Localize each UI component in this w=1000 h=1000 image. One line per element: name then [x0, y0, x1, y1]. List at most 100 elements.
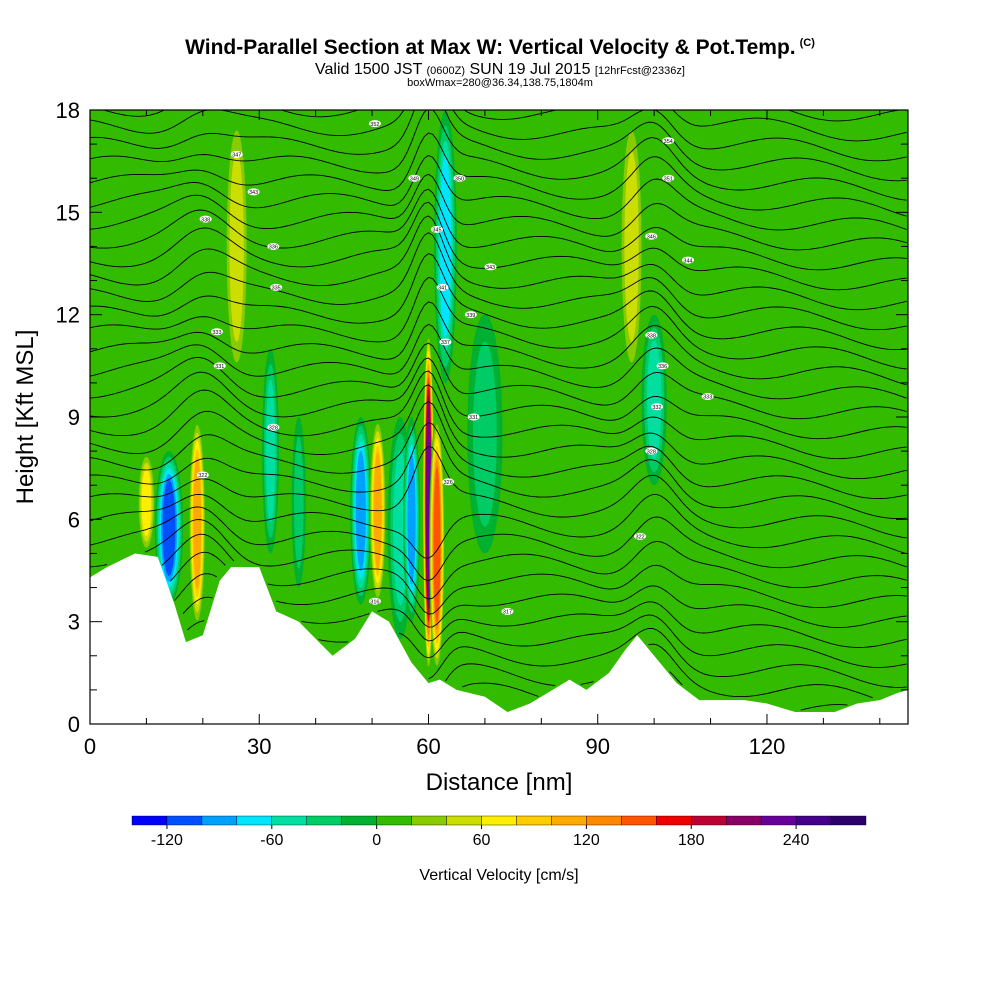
- theta-contour: [170, 551, 907, 628]
- velocity-cell: [350, 417, 372, 605]
- contour-label-text: 331: [469, 415, 478, 421]
- contour-label-text: 345: [432, 228, 441, 234]
- contour-label: 331: [467, 413, 480, 421]
- contour-label: 354: [662, 137, 675, 145]
- contour-label-text: 343: [249, 190, 258, 196]
- velocity-cell: [422, 331, 435, 673]
- colorbar-tick-label: 0: [372, 832, 381, 849]
- theta-contour: [787, 110, 903, 122]
- x-axis-title: Distance [nm]: [426, 769, 573, 796]
- theta-contour: [90, 370, 907, 460]
- contour-label: 350: [453, 174, 466, 182]
- contour-label: 347: [230, 150, 243, 159]
- theta-contour: [90, 445, 907, 539]
- theta-contour: [90, 201, 907, 291]
- theta-contour: [90, 154, 907, 231]
- theta-contour: [90, 253, 907, 351]
- theta-contour: [90, 21, 907, 101]
- x-tick-label: 120: [749, 734, 786, 759]
- velocity-band: [433, 467, 441, 623]
- contour-label: 336: [267, 242, 280, 251]
- velocity-band: [646, 340, 662, 460]
- velocity-band: [229, 150, 244, 342]
- colorbar-swatch: [830, 815, 867, 826]
- contour-label-text: 351: [664, 176, 673, 182]
- y-tick-label: 0: [68, 712, 80, 737]
- contour-label: 317: [501, 607, 514, 616]
- contour-label-text: 336: [658, 364, 667, 370]
- colorbar-swatch: [725, 815, 762, 826]
- contour-label: 341: [436, 283, 449, 292]
- theta-contour: [187, 620, 907, 688]
- terrain-mask: [90, 553, 908, 724]
- contour-label-text: 331: [215, 364, 224, 370]
- contour-label: 328: [645, 447, 658, 455]
- y-tick-label: 3: [68, 610, 80, 635]
- contour-label-text: 317: [503, 610, 512, 616]
- contour-label: 352: [368, 120, 381, 128]
- theta-contour: [445, 643, 873, 699]
- y-tick-label: 12: [56, 303, 80, 328]
- contour-label: 349: [408, 174, 421, 182]
- y-tick-label: 15: [56, 200, 80, 225]
- x-tick-label: 90: [585, 734, 609, 759]
- theta-contour: [90, 506, 907, 582]
- contour-label-text: 326: [444, 480, 453, 486]
- velocity-cell: [188, 417, 206, 629]
- colorbar-swatch: [166, 815, 203, 826]
- velocity-cell: [223, 110, 250, 383]
- x-tick-label: 30: [247, 734, 271, 759]
- contour-label-text: 322: [198, 473, 207, 479]
- theta-contour: [90, 301, 907, 386]
- contour-label-text: 333: [212, 330, 221, 336]
- colorbar-swatch: [795, 815, 832, 826]
- chart-title: Wind-Parallel Section at Max W: Vertical…: [185, 36, 815, 59]
- contour-label-text: 328: [647, 449, 656, 455]
- colorbar: -120 -60 0 60 120 180 240: [131, 815, 867, 849]
- contour-label-text: 336: [269, 245, 278, 251]
- velocity-band: [355, 450, 366, 571]
- theta-contour: [90, 188, 907, 271]
- contour-label: 335: [270, 283, 283, 292]
- axes: 0 30 60 90 120 0 3 6 9 12 15 18: [56, 98, 909, 759]
- terrain: [90, 553, 908, 724]
- velocity-cell: [137, 451, 156, 554]
- colorbar-tick-label: 60: [473, 832, 491, 849]
- contour-label: 326: [442, 478, 455, 486]
- velocity-cell: [467, 314, 503, 554]
- contour-label: 343: [484, 263, 497, 271]
- theta-contour: [90, 493, 907, 559]
- contour-label-text: 337: [441, 340, 450, 346]
- colorbar-swatch: [201, 815, 238, 826]
- colorbar-swatch: [551, 815, 587, 826]
- colorbar-swatch: [271, 815, 307, 826]
- contour-label-text: 338: [201, 217, 210, 223]
- contour-label-text: 341: [438, 286, 447, 292]
- y-axis-title: Height [Kft MSL]: [12, 330, 39, 505]
- theta-contour: [90, 110, 907, 201]
- colorbar-tick-label: 180: [678, 832, 705, 849]
- contour-label-text: 338: [647, 333, 656, 339]
- colorbar-swatch: [306, 815, 342, 826]
- theta-contour: [90, 401, 907, 500]
- contour-label-text: 339: [466, 313, 475, 319]
- theta-contour: [90, 323, 907, 400]
- velocity-band: [162, 479, 176, 576]
- theta-contour-labels: 347 343 338 336 335 333 331 328 322 316 352 349 350 3…: [196, 120, 714, 616]
- x-tick-label: 60: [416, 734, 440, 759]
- contour-label: 333: [210, 328, 223, 336]
- contour-label: 337: [439, 338, 452, 346]
- contour-label: 345: [430, 225, 443, 234]
- colorbar-swatch: [376, 815, 412, 826]
- contour-label: 346: [645, 232, 658, 240]
- theta-contours: [90, 21, 907, 711]
- theta-contour: [90, 173, 907, 251]
- theta-contour: [90, 357, 907, 440]
- velocity-band: [141, 468, 152, 537]
- colorbar-swatch: [656, 815, 692, 826]
- contour-label: 333: [701, 393, 714, 401]
- y-tick-label: 6: [68, 507, 80, 532]
- contour-label: 322: [196, 471, 209, 479]
- chart-subtitle: Valid 1500 JST (0600Z) SUN 19 Jul 2015 […: [315, 61, 685, 78]
- theta-contour: [90, 215, 907, 311]
